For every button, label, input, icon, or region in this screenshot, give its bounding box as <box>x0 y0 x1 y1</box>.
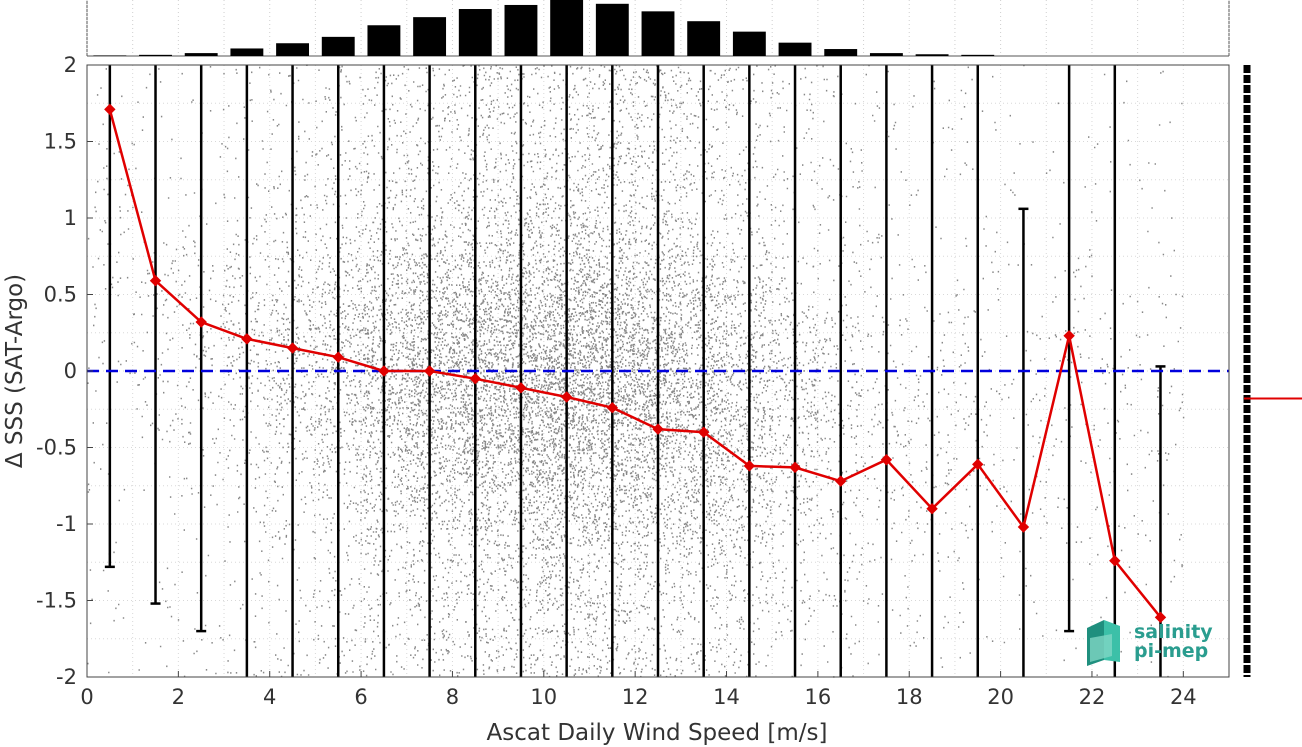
series-point <box>149 275 162 287</box>
y-tick-label: 2 <box>64 53 77 77</box>
histogram-bar <box>641 11 675 56</box>
y-tick-label: -2 <box>56 665 77 689</box>
series-point <box>743 460 756 472</box>
x-tick-label: 20 <box>987 685 1014 709</box>
series-line <box>108 109 1162 619</box>
series-point <box>469 372 481 385</box>
series-point <box>1154 611 1167 624</box>
scatter-points <box>87 64 1185 678</box>
x-tick-label: 8 <box>446 685 459 709</box>
histogram-bar <box>367 25 401 56</box>
series-point <box>286 342 299 354</box>
histogram-bar <box>276 43 310 56</box>
series-point <box>560 391 573 403</box>
series-point <box>515 382 527 394</box>
series-point <box>789 461 801 474</box>
logo-text-line2: pi-mep <box>1134 640 1208 662</box>
histogram-bar <box>413 17 447 56</box>
series-point <box>423 365 436 377</box>
logo-mark-icon <box>1087 620 1120 666</box>
x-tick-label: 22 <box>1079 685 1106 709</box>
histogram-bar <box>824 49 858 56</box>
x-axis-label: Ascat Daily Wind Speed [m/s] <box>487 720 828 746</box>
y-tick-label: 0.5 <box>44 283 77 307</box>
histogram-bar <box>869 53 903 56</box>
histogram-bar <box>230 48 264 56</box>
histogram-bar <box>778 42 812 56</box>
y-tick-label: 1 <box>64 206 77 230</box>
series-point <box>241 333 253 345</box>
y-tick-label: 0 <box>64 359 77 383</box>
x-tick-labels: 0 2 4 6 8 10 12 14 16 18 20 22 24 <box>80 685 1196 709</box>
y-tick-label: -0.5 <box>36 436 77 460</box>
series-point <box>880 454 893 466</box>
histogram-bar <box>504 4 538 57</box>
series-point <box>332 351 344 363</box>
histogram-bar <box>93 55 127 56</box>
axes-frame <box>86 64 1230 678</box>
series-point <box>835 475 847 487</box>
scatter-cloud <box>87 64 1185 678</box>
histogram-bar <box>139 54 172 56</box>
side-distribution-panel <box>1243 65 1302 677</box>
histogram-bar <box>732 31 766 56</box>
series-point <box>926 502 938 515</box>
histogram-bar <box>961 54 995 56</box>
series-point <box>652 423 664 435</box>
histogram-bar <box>915 54 949 56</box>
series-point <box>378 365 390 377</box>
x-tick-label: 0 <box>80 685 93 709</box>
x-tick-label: 14 <box>713 685 740 709</box>
x-tick-label: 18 <box>896 685 923 709</box>
y-tick-label: 1.5 <box>44 130 77 154</box>
y-tick-label: -1.5 <box>36 589 77 613</box>
logo-text-line1: salinity <box>1134 621 1213 643</box>
histogram-bar <box>595 3 629 57</box>
x-tick-label: 24 <box>1170 685 1197 709</box>
series-point <box>972 458 984 471</box>
error-bars <box>104 65 1166 677</box>
histogram-bar <box>550 0 584 56</box>
x-tick-label: 10 <box>530 685 557 709</box>
y-tick-labels: -2 -1.5 -1 -0.5 0 0.5 1 1.5 2 <box>36 53 77 689</box>
histogram-bar <box>321 36 355 56</box>
series-point <box>104 103 116 116</box>
histogram-bar <box>687 21 721 56</box>
series-point <box>1109 555 1121 567</box>
x-tick-label: 4 <box>263 685 276 709</box>
series-point <box>195 316 207 328</box>
mean-bias-series <box>104 103 1167 624</box>
x-tick-label: 6 <box>354 685 367 709</box>
top-histogram <box>86 0 1230 57</box>
series-point <box>1017 521 1030 533</box>
x-tick-label: 16 <box>805 685 832 709</box>
series-point <box>697 426 710 438</box>
y-axis-label: Δ SSS (SAT-Argo) <box>2 274 28 468</box>
series-point <box>1063 330 1075 342</box>
histogram-bar <box>458 9 492 56</box>
x-tick-label: 12 <box>622 685 649 709</box>
y-tick-label: -1 <box>56 512 77 536</box>
salinity-pimep-logo: salinity pi-mep <box>1087 620 1213 666</box>
histogram-bar <box>184 53 218 56</box>
x-tick-label: 2 <box>172 685 185 709</box>
series-point <box>606 402 619 414</box>
